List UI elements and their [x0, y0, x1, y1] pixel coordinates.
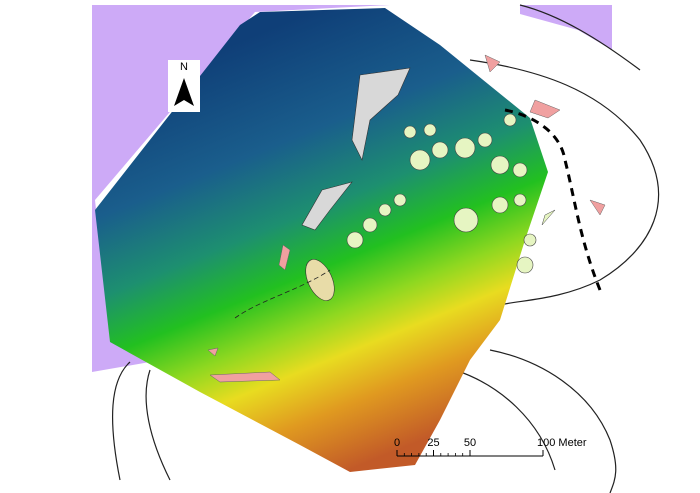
- scale-label: 25: [427, 437, 439, 449]
- features: [207, 54, 606, 383]
- scale-label: 50: [464, 437, 476, 449]
- scale-bar: 0 25 50 100 Meter: [394, 437, 587, 457]
- outline: [111, 4, 659, 493]
- north-label: N: [180, 61, 188, 73]
- scale-label: 0: [394, 437, 400, 449]
- contour: [234, 269, 331, 319]
- scale-label: 100 Meter: [537, 437, 587, 449]
- north-arrow: [174, 78, 194, 106]
- water: [92, 5, 390, 372]
- water: [520, 5, 612, 50]
- elevation-raster: [95, 8, 548, 472]
